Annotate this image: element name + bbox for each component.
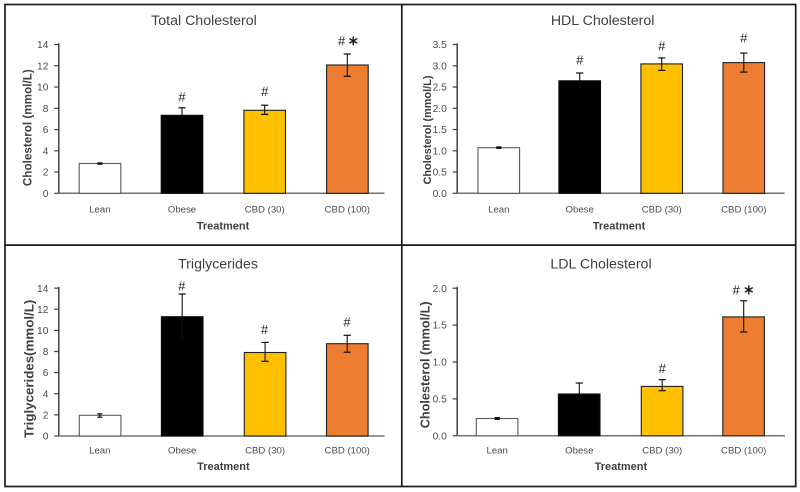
svg-text:Lean: Lean <box>89 446 110 457</box>
svg-text:CBD (100): CBD (100) <box>721 205 766 216</box>
svg-text:0.0: 0.0 <box>433 189 447 200</box>
svg-text:2.0: 2.0 <box>433 104 447 115</box>
svg-text:#: # <box>343 314 351 329</box>
svg-text:Lean: Lean <box>487 446 508 457</box>
svg-text:Treatment: Treatment <box>197 220 250 232</box>
svg-text:1.5: 1.5 <box>433 125 447 136</box>
svg-text:#: # <box>659 361 667 376</box>
svg-text:Cholesterol (mmol/L): Cholesterol (mmol/L) <box>21 69 34 186</box>
svg-text:Obese: Obese <box>565 446 593 457</box>
svg-text:Lean: Lean <box>89 205 110 216</box>
svg-text:10: 10 <box>37 83 49 94</box>
svg-text:Total Cholesterol: Total Cholesterol <box>151 13 257 29</box>
svg-text:#: # <box>740 30 748 45</box>
svg-text:CBD (100): CBD (100) <box>325 205 370 216</box>
svg-text:2.5: 2.5 <box>433 83 447 94</box>
svg-text:2: 2 <box>43 410 49 421</box>
svg-text:CBD (100): CBD (100) <box>721 446 766 457</box>
svg-text:12: 12 <box>37 305 49 316</box>
svg-text:Obese: Obese <box>566 205 594 216</box>
svg-text:3.0: 3.0 <box>433 61 447 72</box>
svg-text:Cholesterol (mmol/L): Cholesterol (mmol/L) <box>418 301 432 428</box>
svg-text:CBD (30): CBD (30) <box>642 446 682 457</box>
svg-text:Treatment: Treatment <box>595 461 648 473</box>
svg-text:2.0: 2.0 <box>433 284 447 295</box>
svg-text:Obese: Obese <box>168 446 196 457</box>
svg-text:#: # <box>733 282 741 297</box>
svg-text:Treatment: Treatment <box>197 461 250 473</box>
svg-text:LDL Cholesterol: LDL Cholesterol <box>550 257 651 273</box>
svg-text:4: 4 <box>43 146 49 157</box>
svg-text:0.0: 0.0 <box>433 431 447 442</box>
svg-text:14: 14 <box>37 284 49 295</box>
svg-text:Cholesterol (mmol/L): Cholesterol (mmol/L) <box>422 75 434 184</box>
svg-text:Obese: Obese <box>168 205 196 216</box>
svg-text:#: # <box>178 89 186 104</box>
svg-text:Lean: Lean <box>488 205 509 216</box>
svg-text:6: 6 <box>43 368 49 379</box>
svg-text:4: 4 <box>43 389 49 400</box>
svg-text:#: # <box>261 322 269 337</box>
svg-text:HDL Cholesterol: HDL Cholesterol <box>551 13 655 29</box>
svg-text:3.5: 3.5 <box>433 40 447 51</box>
svg-text:1.0: 1.0 <box>433 358 447 369</box>
svg-text:0: 0 <box>43 432 49 443</box>
svg-text:#: # <box>178 279 186 294</box>
svg-text:8: 8 <box>43 104 49 115</box>
svg-text:0.5: 0.5 <box>433 395 447 406</box>
svg-text:0.5: 0.5 <box>433 168 447 179</box>
svg-text:Triglycerides(mmol/L): Triglycerides(mmol/L) <box>21 300 36 438</box>
svg-text:Treatment: Treatment <box>593 220 646 232</box>
svg-text:CBD (30): CBD (30) <box>642 205 682 216</box>
svg-text:1.5: 1.5 <box>433 321 447 332</box>
svg-text:8: 8 <box>43 347 49 358</box>
svg-text:Triglycerides: Triglycerides <box>178 257 258 273</box>
svg-text:CBD (30): CBD (30) <box>245 205 285 216</box>
svg-text:6: 6 <box>43 125 49 136</box>
svg-text:#: # <box>576 52 584 67</box>
svg-text:12: 12 <box>37 61 49 72</box>
svg-text:1.0: 1.0 <box>433 146 447 157</box>
svg-text:CBD (100): CBD (100) <box>325 446 370 457</box>
svg-text:10: 10 <box>37 326 49 337</box>
svg-text:#: # <box>658 38 666 53</box>
svg-text:2: 2 <box>43 168 49 179</box>
svg-text:0: 0 <box>43 189 49 200</box>
svg-text:#: # <box>338 33 346 48</box>
svg-text:CBD (30): CBD (30) <box>245 446 285 457</box>
svg-text:14: 14 <box>37 40 49 51</box>
svg-text:#: # <box>261 84 269 99</box>
